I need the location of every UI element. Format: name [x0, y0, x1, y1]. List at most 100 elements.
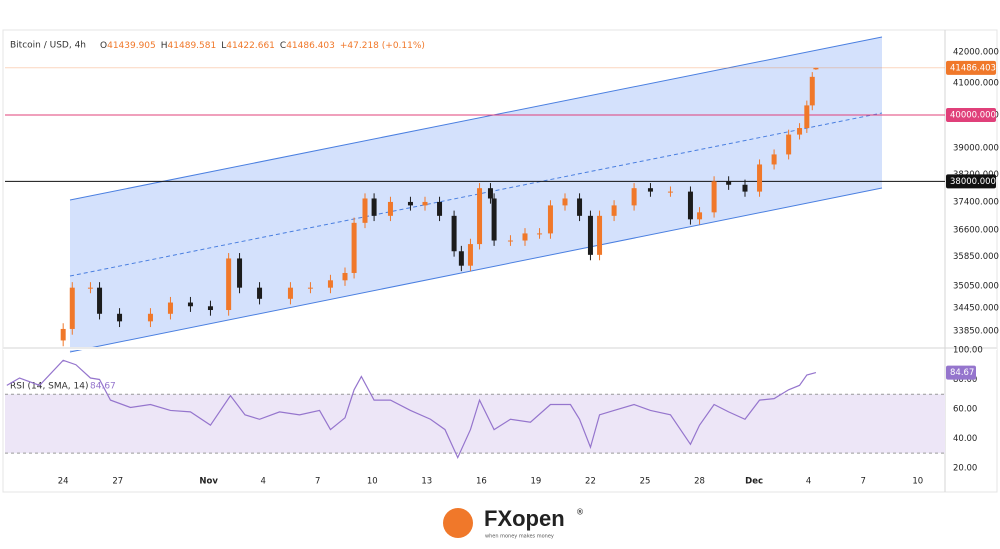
tagline: when money makes money [485, 534, 554, 540]
candle-body [786, 134, 792, 155]
candle-body [257, 287, 263, 299]
candle-body [407, 201, 413, 206]
price-badge-label: 38000.000 [950, 177, 996, 187]
y-tick-label: 33850.000 [953, 326, 999, 336]
ohlc-value: 41422.661 [226, 41, 275, 51]
candle-body [60, 328, 66, 341]
price-badge [946, 60, 996, 75]
ohlc-letter: O [100, 41, 107, 51]
candle-body [117, 313, 123, 322]
x-tick-label: Nov [199, 477, 218, 487]
brand: FXopen [484, 506, 565, 531]
candle-body [226, 258, 232, 311]
candle-body [187, 302, 193, 307]
candle-body [809, 76, 815, 106]
x-tick-label: 10 [912, 477, 923, 487]
y-tick-label: 42000.000 [953, 47, 999, 57]
rsi-title: RSI (14, SMA, 14) [10, 382, 89, 392]
y-tick-label: 37400.000 [953, 197, 999, 207]
candle-body [69, 287, 75, 329]
y-tick-label: 41000.000 [953, 79, 999, 89]
y-tick-label: 39000.000 [953, 143, 999, 153]
candle-body [207, 306, 213, 311]
candle-body [697, 212, 703, 220]
x-tick-label: 4 [806, 477, 811, 487]
rsi-badge [946, 365, 976, 380]
candle-body [813, 67, 819, 70]
y-tick-label: 80.00 [953, 375, 977, 385]
y-tick-label: 40.00 [953, 434, 977, 444]
x-tick-label: 22 [585, 477, 596, 487]
x-tick-label: 7 [315, 477, 320, 487]
candle-body [547, 205, 553, 234]
candle-body [437, 201, 443, 216]
candle-body [562, 198, 568, 206]
x-tick-label: 16 [476, 477, 487, 487]
candle-body [451, 215, 457, 252]
candle-body [237, 258, 243, 288]
rsi-line [6, 359, 817, 460]
ohlc-value: 41486.403 [286, 41, 335, 51]
x-tick-label: 4 [260, 477, 265, 487]
candle-body [422, 201, 428, 206]
symbol: Bitcoin / USD, 4h [10, 41, 86, 51]
price-badge [946, 174, 996, 189]
candle-body [771, 154, 777, 165]
candle-body [351, 222, 357, 273]
x-tick-label: 24 [58, 477, 69, 487]
channel-upper [69, 36, 883, 201]
channel-mid [69, 112, 883, 277]
candle-body [797, 128, 803, 135]
x-tick-label: 28 [694, 477, 705, 487]
y-tick-label: 36600.000 [953, 225, 999, 235]
candle-body [342, 272, 348, 281]
rsi-band [5, 394, 945, 454]
candle-body [507, 240, 513, 242]
x-tick-label: 7 [860, 477, 865, 487]
candle-body [97, 287, 103, 314]
ohlc-value: 41489.581 [168, 41, 217, 51]
candle-body [371, 198, 377, 216]
price-badge-label: 41486.403 [950, 63, 996, 73]
rsi-value: 84.67 [90, 382, 116, 392]
x-tick-label: Dec [745, 477, 763, 487]
y-tick-label: 35050.000 [953, 281, 999, 291]
candle-body [647, 188, 653, 192]
candle-body [307, 287, 313, 289]
logo: FXopen ® when money makes money [443, 506, 584, 540]
price-badge [946, 108, 996, 123]
x-tick-label: 25 [640, 477, 651, 487]
ohlc-value: 41439.905 [107, 41, 156, 51]
candle-body [667, 191, 673, 193]
candle-body [687, 191, 693, 220]
y-tick-label: 35850.000 [953, 252, 999, 262]
brand-mark: ® [576, 508, 584, 517]
ohlc-letter: C [280, 41, 286, 51]
candle-body [804, 105, 810, 129]
y-tick-label: 60.00 [953, 404, 977, 414]
x-tick-label: 13 [421, 477, 432, 487]
candle-body [327, 280, 333, 288]
candle-body [487, 188, 493, 199]
candle-body [631, 188, 637, 206]
logo-icon [443, 508, 473, 538]
x-tick-label: 10 [367, 477, 378, 487]
x-tick-label: 19 [530, 477, 541, 487]
candle-body [387, 201, 393, 216]
candle-body [362, 198, 368, 223]
candle-body [597, 215, 603, 255]
candle-body [167, 302, 173, 314]
candle-body [87, 287, 93, 289]
candle-body [287, 287, 293, 299]
ohlc: O41439.905 H41489.581 L41422.661 C41486.403… [100, 41, 425, 51]
candle-body [711, 181, 717, 213]
rsi-badge-label: 84.67 [950, 368, 974, 378]
candle-body [537, 233, 543, 235]
y-tick-label: 34450.000 [953, 304, 999, 314]
ohlc-letter: H [161, 41, 168, 51]
change: +47.218 (+0.11%) [340, 41, 425, 51]
candle-body [147, 313, 153, 322]
price-badge-label: 40000.000 [950, 111, 996, 121]
candle-body [522, 233, 528, 241]
